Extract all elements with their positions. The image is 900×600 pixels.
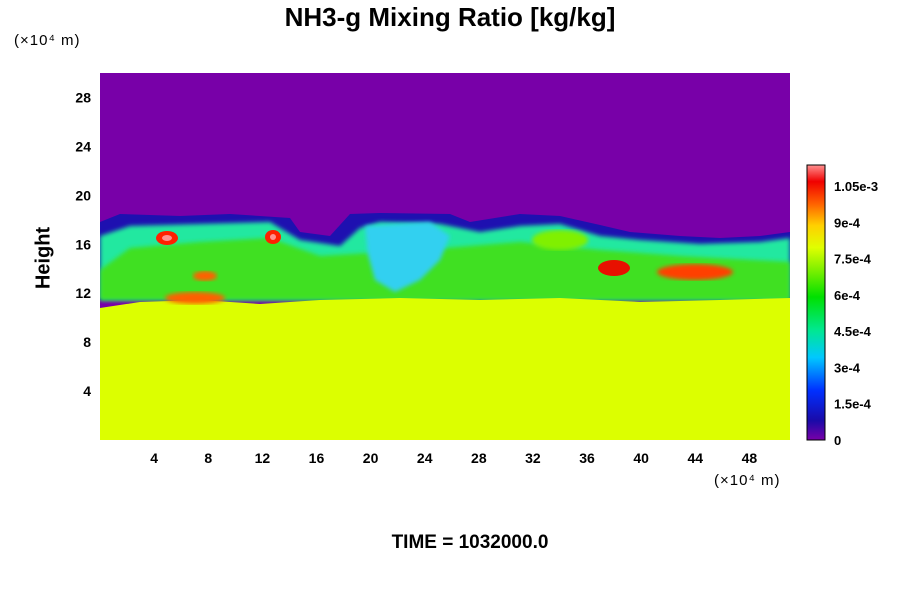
colorbar-label: 3e-4	[834, 360, 861, 375]
x-tick-label: 8	[204, 450, 212, 466]
x-tick-label: 4	[150, 450, 158, 466]
x-tick-label: 28	[471, 450, 487, 466]
field-hotspot	[165, 292, 225, 304]
field-cyan-column	[365, 222, 450, 292]
time-label: TIME = 1032000.0	[391, 532, 549, 553]
colorbar-label: 6e-4	[834, 288, 861, 303]
x-tick-label: 36	[579, 450, 595, 466]
field-hotspot	[598, 260, 630, 276]
x-tick-label: 12	[255, 450, 271, 466]
y-tick-label: 4	[83, 383, 91, 399]
colorbar-label: 4.5e-4	[834, 324, 872, 339]
x-tick-label: 20	[363, 450, 379, 466]
colorbar-label: 0	[834, 433, 841, 448]
y-tick-label: 12	[75, 285, 91, 301]
colorbar-label: 9e-4	[834, 215, 861, 230]
field-hotspot	[657, 264, 733, 280]
x-axis-unit-label: (×10⁴ m)	[714, 472, 781, 489]
y-tick-label: 28	[75, 89, 91, 105]
colorbar-label: 1.05e-3	[834, 179, 878, 194]
x-tick-label: 32	[525, 450, 541, 466]
heatmap-field	[100, 73, 790, 440]
y-tick-label: 20	[75, 187, 91, 203]
field-hotspot	[193, 271, 217, 281]
x-tick-label: 44	[688, 450, 704, 466]
field-hotspot	[270, 234, 276, 240]
chart-title: NH3-g Mixing Ratio [kg/kg]	[284, 2, 616, 32]
y-tick-labels: 4 8 12 16 20 24 28	[75, 89, 91, 399]
colorbar-label: 1.5e-4	[834, 397, 872, 412]
colorbar-labels: 1.05e-3 9e-4 7.5e-4 6e-4 4.5e-4 3e-4 1.5e-4 0	[834, 179, 878, 448]
y-tick-label: 24	[75, 138, 91, 154]
x-tick-label: 24	[417, 450, 433, 466]
x-tick-labels: 4 8 12 16 20 24 28 32 36 40 44 48	[150, 450, 757, 466]
field-hotspot	[532, 230, 588, 250]
colorbar-label: 7.5e-4	[834, 252, 872, 267]
y-tick-label: 16	[75, 236, 91, 252]
colorbar	[806, 164, 826, 441]
field-green-region	[100, 238, 790, 300]
y-axis-unit-label: (×10⁴ m)	[14, 32, 81, 49]
y-tick-label: 8	[83, 334, 91, 350]
x-tick-label: 48	[742, 450, 758, 466]
x-tick-label: 40	[633, 450, 649, 466]
field-lower-layer	[100, 298, 790, 440]
x-tick-label: 16	[309, 450, 325, 466]
field-hotspot	[162, 235, 172, 241]
